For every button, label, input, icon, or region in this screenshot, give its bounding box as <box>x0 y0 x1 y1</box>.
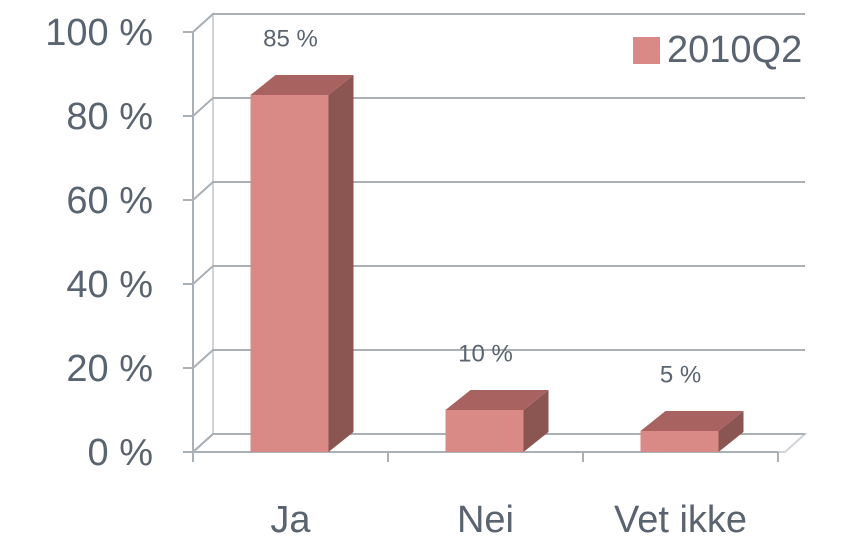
x-tick-label: Ja <box>270 499 311 541</box>
y-tick-label: 60 % <box>66 180 153 222</box>
grid-line <box>192 97 805 117</box>
bar-side <box>328 75 354 452</box>
legend-label: 2010Q2 <box>667 29 802 71</box>
data-label: 5 % <box>660 361 701 388</box>
legend-swatch <box>633 37 660 64</box>
x-tick-label: Vet ikke <box>614 499 747 541</box>
y-tick-label: 0 % <box>88 432 153 474</box>
y-tick-label: 20 % <box>66 348 153 390</box>
grid-line <box>192 433 805 453</box>
x-tick-label: Nei <box>457 499 514 541</box>
bar-top <box>640 411 744 431</box>
bar <box>445 410 524 452</box>
side-wall <box>192 11 214 453</box>
grid-line <box>192 265 805 285</box>
grid-line <box>192 13 805 33</box>
bar-top <box>445 390 549 410</box>
bar-top <box>250 75 354 95</box>
grid-line <box>192 181 805 201</box>
y-tick-label: 40 % <box>66 264 153 306</box>
bar <box>640 431 719 452</box>
bar <box>250 95 329 452</box>
y-tick-label: 100 % <box>45 12 153 54</box>
bar-side <box>523 390 549 452</box>
data-label: 10 % <box>458 340 513 367</box>
y-tick-label: 80 % <box>66 96 153 138</box>
bar-side <box>718 411 744 452</box>
grid-line <box>192 349 805 369</box>
data-label: 85 % <box>263 25 318 52</box>
